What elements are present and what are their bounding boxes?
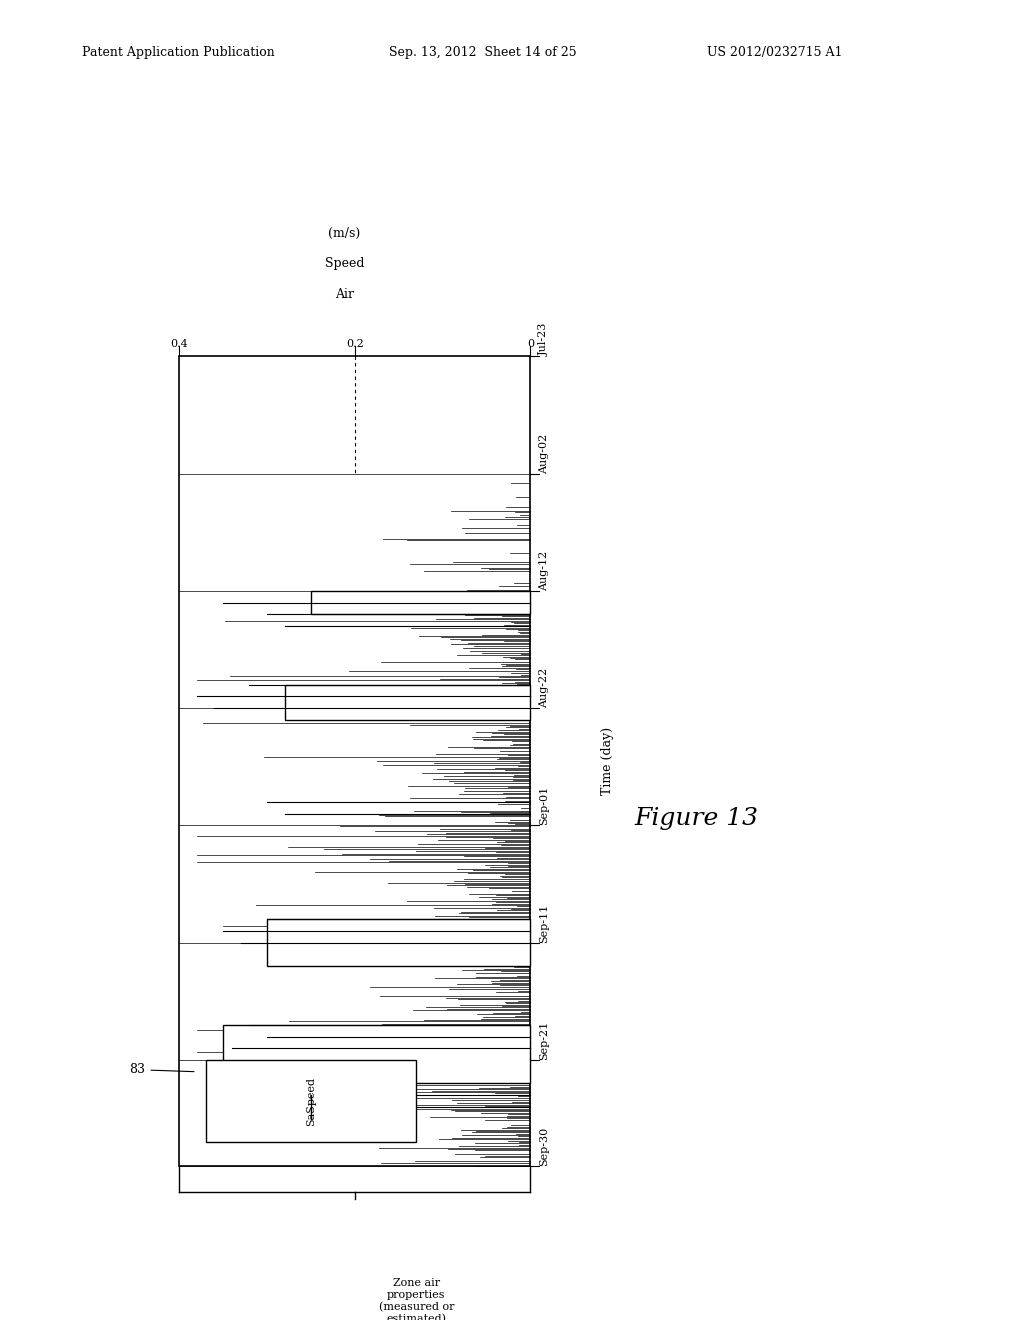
Bar bbox=[267, 919, 530, 966]
Text: Sep-01: Sep-01 bbox=[539, 787, 549, 825]
Text: Zone air
properties
(measured or
estimated): Zone air properties (measured or estimat… bbox=[379, 1278, 454, 1320]
Text: SaSpeed: SaSpeed bbox=[306, 1077, 316, 1126]
Text: Sep-30: Sep-30 bbox=[539, 1126, 549, 1166]
Text: Aug-22: Aug-22 bbox=[539, 668, 549, 709]
Bar bbox=[206, 1060, 417, 1142]
Text: Sep-21: Sep-21 bbox=[539, 1020, 549, 1060]
Text: Patent Application Publication: Patent Application Publication bbox=[82, 46, 274, 59]
Text: 0.4: 0.4 bbox=[170, 339, 188, 350]
Bar bbox=[223, 1024, 530, 1084]
Bar bbox=[311, 591, 530, 614]
Text: 0.2: 0.2 bbox=[346, 339, 364, 350]
Text: Sep-11: Sep-11 bbox=[539, 903, 549, 942]
Bar bbox=[285, 685, 530, 719]
Text: US 2012/0232715 A1: US 2012/0232715 A1 bbox=[707, 46, 842, 59]
Text: Figure 13: Figure 13 bbox=[634, 807, 759, 830]
Text: Time (day): Time (day) bbox=[601, 727, 613, 795]
Text: Speed: Speed bbox=[325, 257, 365, 271]
Text: 0: 0 bbox=[527, 339, 534, 350]
Text: Aug-02: Aug-02 bbox=[539, 433, 549, 474]
Text: Aug-12: Aug-12 bbox=[539, 550, 549, 591]
Bar bbox=[179, 356, 530, 1166]
Text: Sep. 13, 2012  Sheet 14 of 25: Sep. 13, 2012 Sheet 14 of 25 bbox=[389, 46, 577, 59]
Text: Air: Air bbox=[335, 288, 354, 301]
Text: 83: 83 bbox=[129, 1063, 194, 1076]
Text: (m/s): (m/s) bbox=[329, 227, 360, 240]
Text: Jul-23: Jul-23 bbox=[539, 323, 549, 356]
